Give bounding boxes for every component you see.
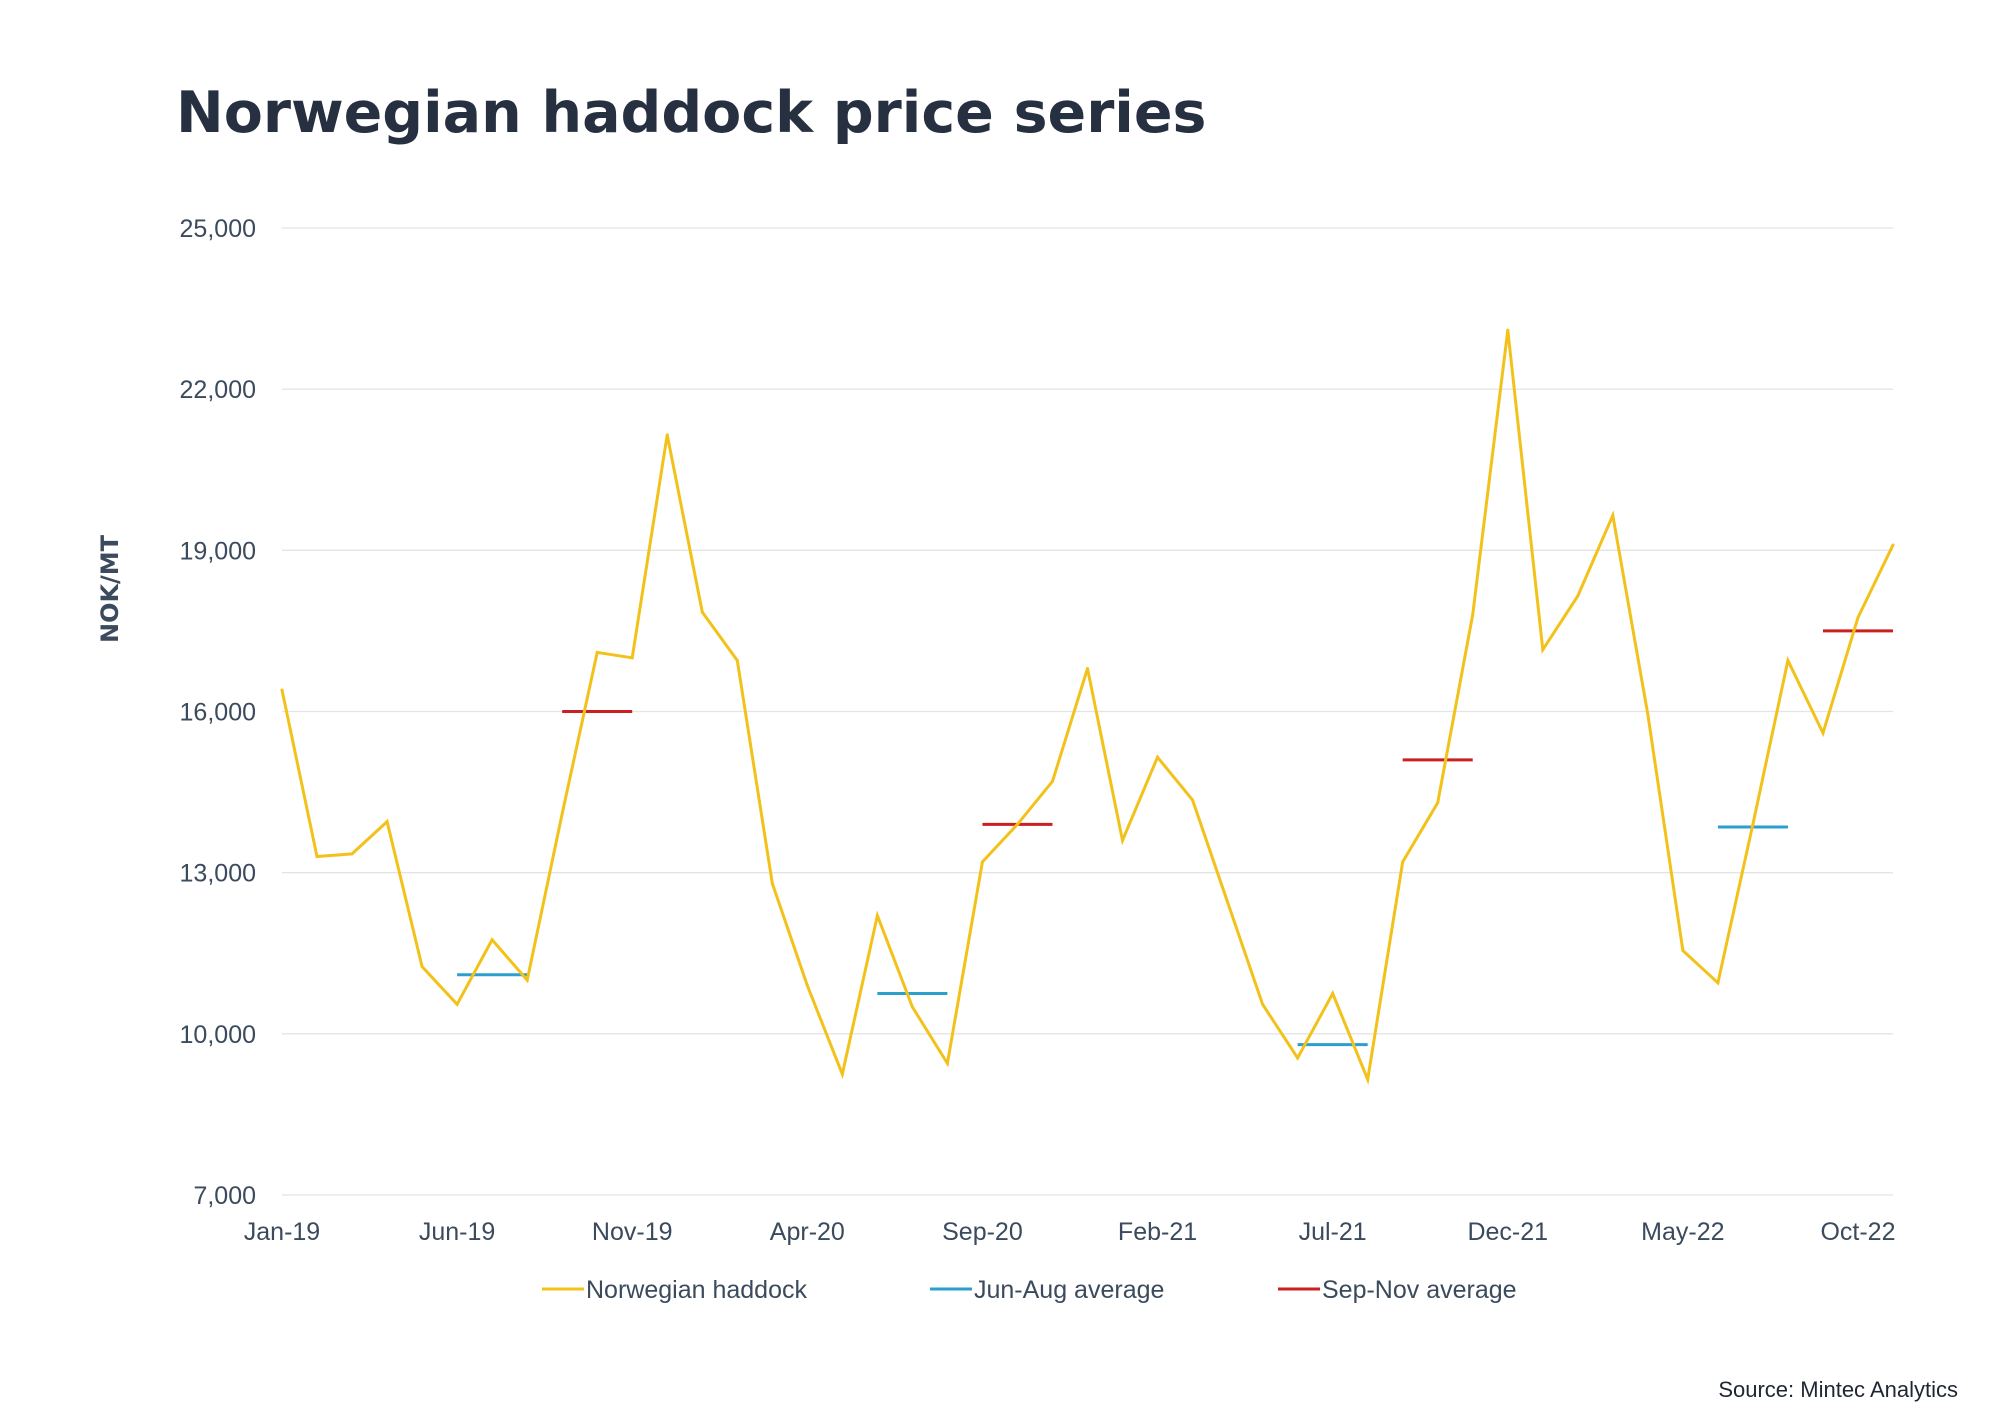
data-point <box>490 938 494 942</box>
data-point <box>840 1072 844 1076</box>
data-point <box>1015 822 1019 826</box>
data-point <box>1191 798 1195 802</box>
data-point <box>525 978 529 982</box>
data-point <box>1611 513 1615 517</box>
data-point <box>1681 949 1685 953</box>
data-point <box>1050 779 1054 783</box>
data-point <box>1226 900 1230 904</box>
data-point <box>980 860 984 864</box>
data-point <box>455 1002 459 1006</box>
norwegian-haddock-line <box>280 329 1895 1086</box>
data-point <box>1156 755 1160 759</box>
data-point <box>665 433 669 437</box>
data-point <box>1786 658 1790 662</box>
data-point <box>385 820 389 824</box>
data-point <box>1891 543 1895 547</box>
data-point <box>910 1005 914 1009</box>
legend-label: Sep-Nov average <box>1322 1276 1517 1304</box>
y-tick-label: 10,000 <box>180 1021 256 1049</box>
legend-item-norwegian-haddock: Norwegian haddock <box>542 1276 807 1304</box>
data-point <box>1121 838 1125 842</box>
data-point <box>1856 615 1860 619</box>
data-point <box>560 812 564 816</box>
data-point <box>315 855 319 859</box>
x-tick-label: Sep-20 <box>942 1218 1023 1246</box>
source-note: Source: Mintec Analytics <box>1718 1377 1958 1402</box>
x-tick-label: Dec-21 <box>1467 1218 1548 1246</box>
y-tick-label: 25,000 <box>180 215 256 243</box>
legend-item-sep-nov-average: Sep-Nov average <box>1278 1276 1517 1304</box>
chart-title: Norwegian haddock price series <box>176 80 1207 146</box>
x-axis-tick-labels: Jan-19 Jun-19 Nov-19 Apr-20 Sep-20 Feb-21 Jul-… <box>244 1218 1896 1246</box>
x-tick-label: Nov-19 <box>592 1218 673 1246</box>
x-tick-label: Feb-21 <box>1118 1218 1197 1246</box>
data-point <box>595 650 599 654</box>
x-tick-label: Oct-22 <box>1820 1218 1895 1246</box>
data-point <box>1261 1002 1265 1006</box>
data-point <box>630 656 634 660</box>
data-point <box>1506 328 1510 332</box>
data-point <box>1296 1056 1300 1060</box>
y-tick-label: 13,000 <box>180 860 256 888</box>
y-tick-label: 16,000 <box>180 699 256 727</box>
data-point <box>1716 981 1720 985</box>
legend-label: Norwegian haddock <box>586 1276 807 1304</box>
data-point <box>1331 992 1335 996</box>
data-point <box>945 1061 949 1065</box>
data-point <box>1821 731 1825 735</box>
data-point <box>280 688 284 692</box>
x-tick-label: Jun-19 <box>419 1218 495 1246</box>
data-point <box>1471 613 1475 617</box>
legend: Norwegian haddock Jun-Aug average Sep-Nov … <box>542 1276 1517 1304</box>
data-point <box>1541 648 1545 652</box>
grid-lines <box>282 227 1893 1196</box>
data-point <box>1401 860 1405 864</box>
data-point <box>805 983 809 987</box>
x-tick-label: Jul-21 <box>1299 1218 1367 1246</box>
data-point <box>1086 667 1089 671</box>
data-point <box>1366 1077 1370 1081</box>
x-tick-label: May-22 <box>1641 1218 1724 1246</box>
data-point <box>735 658 739 662</box>
y-tick-label: 19,000 <box>180 537 256 565</box>
data-point <box>1751 822 1755 826</box>
price-series <box>280 328 1895 1086</box>
data-point <box>770 881 774 885</box>
y-tick-label: 7,000 <box>193 1182 256 1210</box>
data-point <box>1646 712 1650 716</box>
legend-item-jun-aug-average: Jun-Aug average <box>930 1276 1164 1304</box>
legend-label: Jun-Aug average <box>974 1276 1164 1304</box>
data-point <box>875 914 879 918</box>
y-axis-tick-labels: 7,000 10,000 13,000 16,000 19,000 22,000 25,00… <box>180 215 256 1210</box>
x-tick-label: Apr-20 <box>770 1218 845 1246</box>
data-point <box>1436 801 1440 805</box>
data-point <box>350 852 354 856</box>
data-point <box>1576 594 1580 598</box>
y-axis-title: NOK/MT <box>96 534 124 643</box>
data-point <box>700 610 704 614</box>
average-bars <box>457 629 1893 1047</box>
y-tick-label: 22,000 <box>180 376 256 404</box>
data-point <box>420 965 424 969</box>
x-tick-label: Jan-19 <box>244 1218 320 1246</box>
